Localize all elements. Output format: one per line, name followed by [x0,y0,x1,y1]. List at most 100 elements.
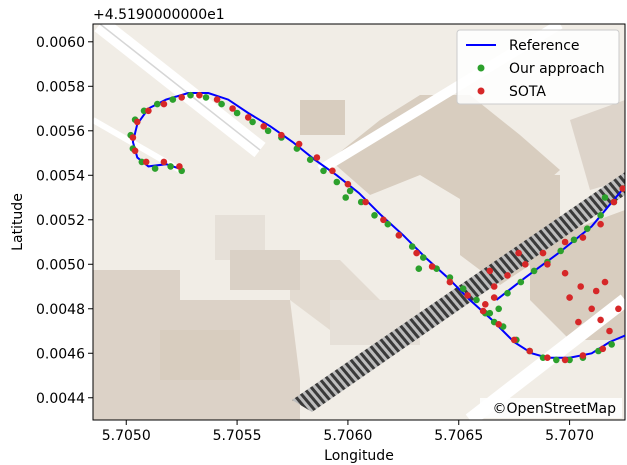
point-sota [510,336,518,344]
legend-box [456,29,620,105]
point-our-approach [249,118,256,126]
point-our-approach [371,212,378,219]
point-sota [160,158,168,166]
map-building [300,100,345,135]
point-sota [446,278,454,286]
point-our-approach [408,243,416,250]
point-our-approach [504,289,511,297]
point-sota [610,198,618,206]
point-sota [413,249,420,257]
map-road [99,24,261,151]
y-tick-label: 0.0050 [36,257,85,273]
legend-sota-label: SOTA [509,84,546,100]
point-sota [479,307,487,315]
x-tick-label: 5.7060 [323,428,372,444]
legend-our-approach-swatch [477,64,485,72]
point-sota [134,118,141,126]
point-sota [619,185,625,192]
point-our-approach [420,254,427,261]
map-building [160,330,240,380]
point-our-approach [557,247,564,255]
point-sota [579,234,587,241]
x-tick-label: 5.7055 [213,428,262,444]
point-our-approach [553,356,560,364]
point-sota [597,220,604,228]
point-sota [482,301,489,308]
legend-sota-swatch [477,87,485,95]
point-sota [178,94,185,101]
point-sota [599,345,607,353]
point-sota [575,318,582,326]
point-our-approach [601,194,609,201]
map-railway [292,172,625,412]
x-tick-label: 5.7050 [102,428,151,444]
point-our-approach [570,236,578,244]
point-our-approach [333,178,341,186]
point-sota [490,294,498,301]
point-our-approach [384,220,392,228]
legend-reference-label: Reference [509,38,580,54]
point-our-approach [597,212,604,219]
x-axis-label: Longitude [324,448,394,464]
axis-offset-label: +4.5190000000e1 [93,7,225,23]
legend: Reference Our approach SOTA [456,29,620,105]
point-sota [597,316,604,324]
point-sota [278,131,285,139]
point-our-approach [154,100,161,108]
point-our-approach [608,341,615,348]
point-sota [561,356,569,364]
point-sota [142,158,150,166]
y-tick-label: 0.0060 [36,35,85,51]
legend-our-approach-label: Our approach [509,61,605,77]
point-sota [362,198,369,206]
point-sota [428,263,436,270]
point-sota [606,327,613,335]
y-tick-label: 0.0054 [36,168,85,184]
point-sota [344,180,352,188]
map-attribution: ©OpenStreetMap [480,398,622,418]
point-sota [504,272,511,279]
data-layer [127,91,625,364]
point-sota [539,249,547,257]
point-sota [145,107,152,115]
point-sota [160,100,168,108]
point-sota [486,267,494,275]
point-our-approach [151,165,159,172]
point-our-approach [346,187,354,195]
point-sota [129,134,137,141]
point-sota [615,305,622,313]
point-sota [566,294,573,301]
map-building [215,215,265,260]
y-tick-label: 0.0046 [36,346,85,362]
point-sota [229,105,236,112]
point-our-approach [167,163,174,170]
point-our-approach [320,167,327,175]
point-sota [131,147,139,155]
point-our-approach [473,296,480,304]
point-our-approach [306,156,314,163]
y-tick-label: 0.0056 [36,124,85,140]
map-building [230,250,300,290]
point-sota [577,283,584,290]
point-our-approach [495,305,503,313]
y-tick-label: 0.0044 [36,391,85,407]
point-sota [544,354,551,362]
point-our-approach [517,278,525,286]
point-sota [515,249,522,257]
y-tick-label: 0.0052 [36,213,85,229]
axis-layer: 5.7050 5.7055 5.7060 5.7065 5.7070 0.0044 0.00… [36,35,594,444]
point-sota [601,278,609,286]
point-sota [522,261,529,268]
point-sota [244,114,252,121]
point-sota [464,292,471,299]
point-our-approach [218,100,225,108]
y-tick-label: 0.0058 [36,79,85,95]
x-tick-label: 5.7070 [545,428,594,444]
point-sota [313,154,321,161]
point-our-approach [202,94,210,101]
point-sota [592,287,600,295]
point-sota [544,261,551,268]
point-sota [329,167,336,175]
map-building [570,100,625,190]
